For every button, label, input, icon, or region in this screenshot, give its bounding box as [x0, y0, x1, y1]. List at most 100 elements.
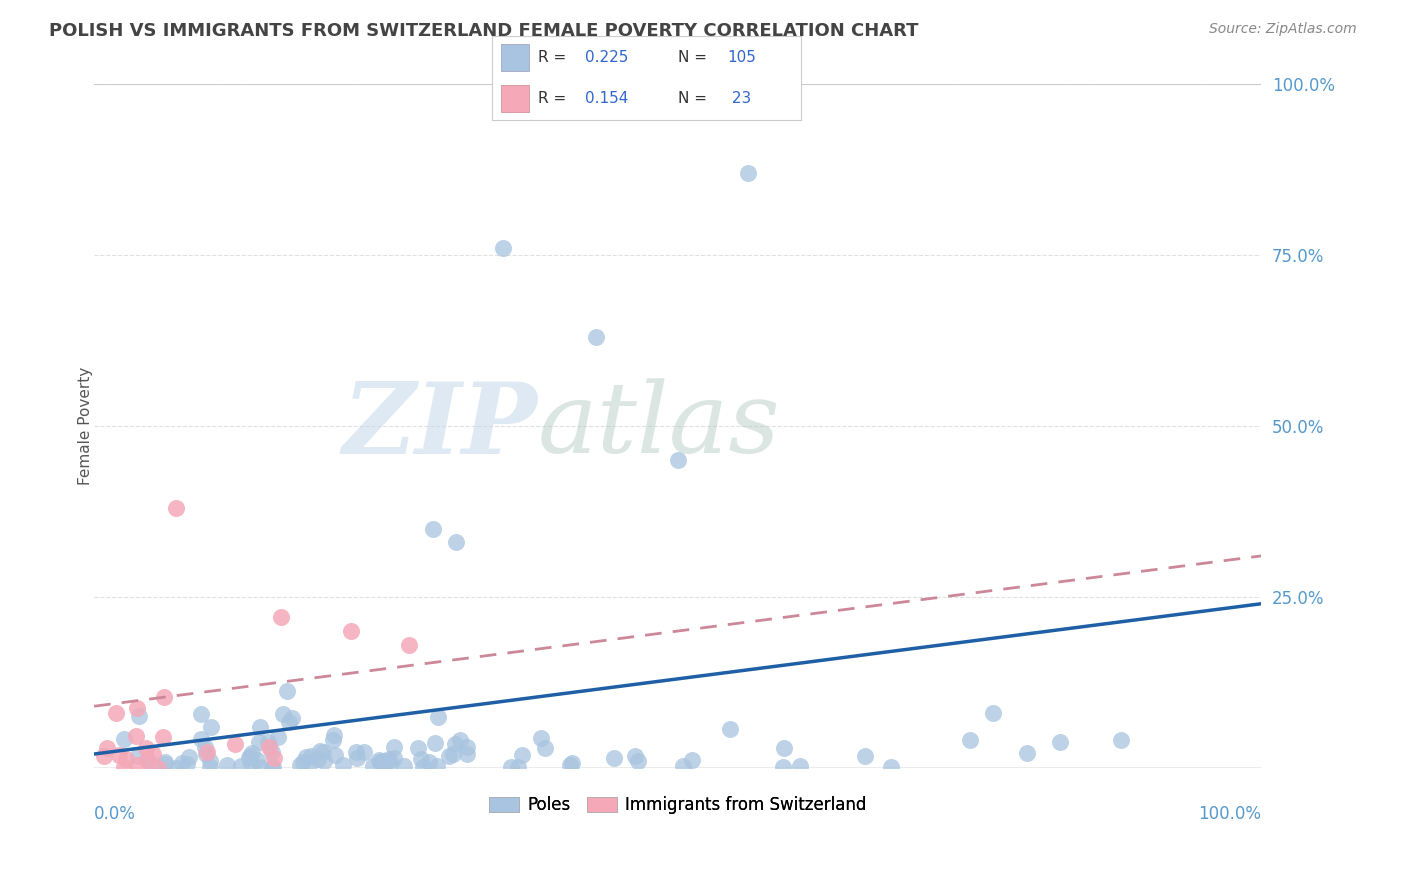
Point [346, 751, 368, 765]
Point [340, 624, 363, 638]
Point [1015, 746, 1038, 760]
Point [249, 720, 271, 734]
Point [441, 747, 464, 761]
Point [879, 760, 901, 774]
Text: 100.0%: 100.0% [1198, 805, 1261, 823]
Point [624, 749, 647, 764]
Point [314, 754, 336, 768]
Point [245, 753, 267, 767]
Point [146, 761, 169, 775]
Point [427, 709, 450, 723]
Point [142, 747, 165, 762]
Point [128, 709, 150, 723]
Point [371, 755, 394, 769]
Point [198, 760, 221, 774]
Point [108, 748, 131, 763]
Point [277, 714, 299, 729]
Point [510, 747, 533, 762]
Point [267, 730, 290, 744]
Point [368, 755, 391, 769]
Point [981, 706, 1004, 720]
Point [263, 750, 285, 764]
Point [959, 733, 981, 747]
Point [332, 758, 354, 772]
Point [382, 751, 405, 765]
FancyBboxPatch shape [502, 85, 529, 112]
Point [176, 756, 198, 771]
Point [456, 747, 478, 761]
Point [789, 759, 811, 773]
Point [153, 690, 176, 705]
Point [378, 752, 401, 766]
Point [229, 759, 252, 773]
Point [172, 756, 194, 771]
Point [200, 720, 222, 734]
Point [112, 759, 135, 773]
Point [439, 748, 461, 763]
Point [240, 746, 263, 760]
Point [426, 759, 449, 773]
Text: 0.225: 0.225 [585, 50, 628, 65]
Point [276, 684, 298, 698]
Text: 105: 105 [727, 50, 756, 65]
Text: ZIP: ZIP [343, 378, 537, 475]
Point [449, 733, 471, 747]
Point [224, 737, 246, 751]
Y-axis label: Female Poverty: Female Poverty [79, 367, 93, 485]
Point [534, 741, 557, 756]
Point [249, 760, 271, 774]
Point [215, 758, 238, 772]
Point [152, 730, 174, 744]
Point [666, 453, 689, 467]
Point [681, 753, 703, 767]
Point [406, 740, 429, 755]
Point [195, 745, 218, 759]
Point [1049, 735, 1071, 749]
Point [112, 731, 135, 746]
Point [392, 759, 415, 773]
Point [238, 751, 260, 765]
Point [135, 753, 157, 767]
Point [422, 522, 444, 536]
Point [312, 745, 335, 759]
Point [165, 501, 187, 516]
Point [200, 754, 222, 768]
Point [155, 755, 177, 769]
Point [322, 732, 344, 747]
Point [134, 740, 156, 755]
Point [382, 740, 405, 755]
Point [256, 735, 278, 749]
Point [1109, 733, 1132, 747]
Point [299, 756, 322, 770]
Point [93, 749, 115, 764]
Point [260, 745, 283, 759]
Text: atlas: atlas [537, 378, 780, 474]
Point [125, 701, 148, 715]
Point [139, 756, 162, 771]
Point [257, 740, 280, 755]
Point [281, 711, 304, 725]
Point [367, 753, 389, 767]
Point [96, 740, 118, 755]
Point [271, 707, 294, 722]
Point [501, 760, 523, 774]
Point [380, 756, 402, 771]
Point [361, 759, 384, 773]
Point [585, 330, 607, 344]
Point [412, 760, 434, 774]
Point [506, 760, 529, 774]
Point [260, 761, 283, 775]
Point [291, 755, 314, 769]
Point [558, 758, 581, 772]
Point [125, 729, 148, 743]
Point [299, 749, 322, 764]
Point [672, 759, 695, 773]
Text: 0.154: 0.154 [585, 91, 628, 106]
Point [353, 745, 375, 759]
Point [374, 754, 396, 768]
Point [773, 741, 796, 756]
Point [270, 610, 292, 624]
Point [323, 747, 346, 762]
Point [344, 745, 367, 759]
Point [190, 731, 212, 746]
